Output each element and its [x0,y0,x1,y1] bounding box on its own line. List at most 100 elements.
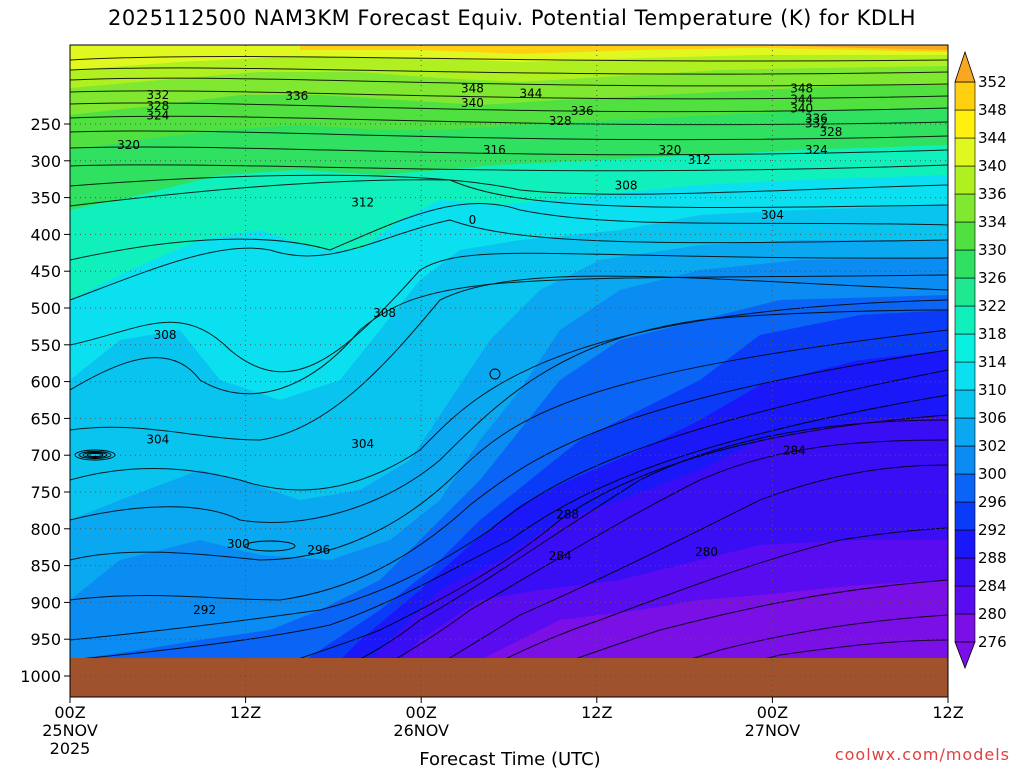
x-tick-label: 00Z [757,703,788,722]
colorbar-label: 318 [978,325,1007,343]
contour-label: 296 [307,543,330,557]
colorbar-label: 296 [978,493,1007,511]
y-tick-label: 900 [30,593,61,612]
colorbar-min-arrow [954,641,976,670]
contour-label: 328 [819,125,842,139]
contour-label: 300 [227,537,250,551]
contour-label: 284 [549,549,572,563]
x-axis-title: Forecast Time (UTC) [419,749,600,768]
y-tick-label: 800 [30,520,61,539]
contour-label: 308 [154,328,177,342]
terrain-fill [70,658,948,697]
colorbar-label: 300 [978,465,1007,483]
plot-frame [69,44,949,698]
contour-label: 320 [117,138,140,152]
colorbar-band [954,529,976,559]
colorbar-label: 352 [978,73,1007,91]
y-tick-label: 1000 [20,667,61,686]
colorbar-label: 276 [978,633,1007,651]
y-tick-label: 850 [30,557,61,576]
contour-label: 312 [688,153,711,167]
contour-label: 308 [615,179,638,193]
colorbar-band [954,473,976,503]
x-tick-date: 27NOV [745,721,801,740]
colorbar-label: 288 [978,549,1007,567]
colorbar-label: 322 [978,297,1007,315]
colorbar: 276 280 284 288 292 296 300 302 306 310 314 318 322 3… [954,50,1007,670]
y-tick-label: 400 [30,225,61,244]
contour-label: 316 [483,143,506,157]
contour-label: 336 [805,112,828,126]
y-tick-label: 700 [30,446,61,465]
colorbar-band [954,417,976,447]
chart-title: 2025112500 NAM3KM Forecast Equiv. Potent… [107,6,917,30]
y-tick-label: 650 [30,409,61,428]
colorbar-label: 344 [978,129,1007,147]
colorbar-band [954,165,976,195]
colorbar-band [954,305,976,335]
contour-label: 320 [659,143,682,157]
contour-label: 284 [783,444,806,458]
x-tick-date: 25NOV [42,721,98,740]
colorbar-band [954,277,976,307]
colorbar-band [954,613,976,643]
contour-label: 336 [571,104,594,118]
colorbar-band [954,109,976,139]
contour-label: 348 [461,81,484,95]
contour-label: 324 [146,109,169,123]
colorbar-label: 334 [978,213,1007,231]
colorbar-label: 310 [978,381,1007,399]
colorbar-band [954,333,976,363]
colorbar-band [954,557,976,587]
contour-label: 292 [193,603,216,617]
x-tick-label: 00Z [406,703,437,722]
colorbar-band [954,361,976,391]
contour-label: 344 [519,87,542,101]
contour-label: 332 [805,117,828,131]
y-tick-label: 450 [30,262,61,281]
colorbar-band [954,445,976,475]
colorbar-max-arrow [954,50,976,83]
colorbar-label: 336 [978,185,1007,203]
contour-label: 0 [469,213,477,227]
y-tick-label: 950 [30,630,61,649]
contour-label: 332 [146,88,169,102]
grid-lines [70,45,948,697]
x-tick-date: 26NOV [393,721,449,740]
contour-label: 280 [695,545,718,559]
colorbar-label: 326 [978,269,1007,287]
y-tick-label: 300 [30,152,61,171]
contour-label: 340 [461,96,484,110]
y-tick-label: 750 [30,483,61,502]
x-tick-label: 12Z [581,703,612,722]
contour-label: 340 [790,101,813,115]
colorbar-band [954,221,976,251]
y-tick-label: 500 [30,299,61,318]
colorbar-band [954,501,976,531]
y-tick-label: 600 [30,373,61,392]
colorbar-label: 330 [978,241,1007,259]
y-tick-label: 350 [30,189,61,208]
x-tick-label: 00Z [54,703,85,722]
colorbar-label: 302 [978,437,1007,455]
x-tick-year: 2025 [50,739,91,758]
contour-label: 288 [556,508,579,522]
contour-label: 328 [549,114,572,128]
contour-label: 308 [373,306,396,320]
colorbar-band [954,81,976,111]
y-tick-label: 550 [30,336,61,355]
contour-lines [70,55,948,697]
colorbar-label: 284 [978,577,1007,595]
contour-label: 304 [351,437,374,451]
colorbar-band [954,389,976,419]
colorbar-band [954,585,976,615]
x-tick-label: 12Z [230,703,261,722]
credit-text: coolwx.com/models [834,745,1010,764]
contour-label: 312 [351,195,374,209]
theta-e-field: 3483483443443403403363363363323323283283… [70,45,948,697]
contour-label: 324 [805,143,828,157]
colorbar-band [954,193,976,223]
colorbar-band [954,137,976,167]
